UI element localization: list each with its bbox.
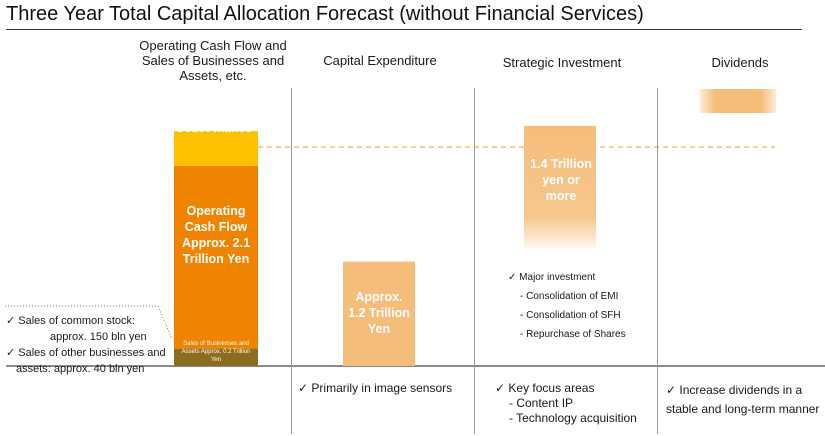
- divider-2: [474, 88, 475, 434]
- strategic-note-item: - Consolidation of SFH: [520, 310, 621, 321]
- label-capital-expenditure: Approx. 1.2 Trillion Yen: [348, 290, 410, 336]
- check-icon: ✓: [6, 347, 16, 359]
- bar-dividends: [700, 89, 776, 113]
- note-detail: assets: approx. 40 bln yen: [16, 363, 145, 375]
- page-title: Three Year Total Capital Allocation Fore…: [6, 3, 644, 25]
- label-operating-cash-flow: Operating Cash Flow Approx. 2.1 Trillion…: [181, 204, 251, 266]
- strategic-note: ✓ Major investment - Consolidation of EM…: [508, 268, 658, 344]
- check-icon: ✓: [666, 383, 677, 397]
- footer-capex: ✓ Primarily in image sensors: [298, 381, 453, 395]
- left-notes: ✓ Sales of common stock: approx. 150 bln…: [6, 313, 176, 377]
- check-icon: ✓: [298, 381, 309, 395]
- note-text: Sales of common stock:: [18, 315, 136, 327]
- strategic-note-head: ✓ Major investment: [508, 272, 596, 283]
- note-text: Sales of other businesses and: [18, 347, 166, 359]
- note-common-stock: ✓ Sales of common stock: approx. 150 bln…: [6, 313, 176, 345]
- bar-strategic-investment: [524, 125, 596, 248]
- footer-strategic: ✓ Key focus areas - Content IP - Technol…: [495, 381, 653, 426]
- check-icon: ✓: [495, 381, 506, 395]
- footer-strategic-item: - Content IP: [509, 396, 574, 410]
- label-sales-of-businesses: Sales of Businesses and Assets Approx. 0…: [181, 341, 251, 363]
- footer-strategic-item: - Technology acquisition: [509, 411, 637, 425]
- strategic-note-item: - Consolidation of EMI: [520, 291, 619, 302]
- header-dividends: Dividends: [711, 55, 769, 70]
- divider-1: [291, 88, 292, 434]
- header-source: Operating Cash Flow and Sales of Busines…: [139, 38, 287, 83]
- label-cash-and-debt-finance: Cash and Debt Finance: [176, 106, 252, 135]
- bar-cash-and-debt-finance: [174, 131, 258, 166]
- check-icon: ✓: [508, 272, 517, 283]
- strategic-note-item: - Repurchase of Shares: [520, 329, 626, 340]
- bar-sales-of-businesses: [174, 348, 258, 366]
- title-divider: [6, 29, 802, 30]
- bar-operating-cash-flow: [174, 165, 258, 349]
- footer-dividends: ✓ Increase dividends in a stable and lon…: [666, 383, 820, 416]
- note-other-assets: ✓ Sales of other businesses and assets: …: [6, 345, 176, 377]
- bar-capital-expenditure: [343, 261, 415, 366]
- header-strategic: Strategic Investment: [502, 55, 622, 70]
- header-capex: Capital Expenditure: [323, 53, 437, 68]
- check-icon: ✓: [6, 315, 16, 327]
- divider-3: [657, 88, 658, 434]
- note-detail: approx. 150 bln yen: [50, 331, 147, 343]
- label-strategic-investment: 1.4 Trillion yen or more: [530, 157, 592, 203]
- callout-connector: [5, 305, 173, 340]
